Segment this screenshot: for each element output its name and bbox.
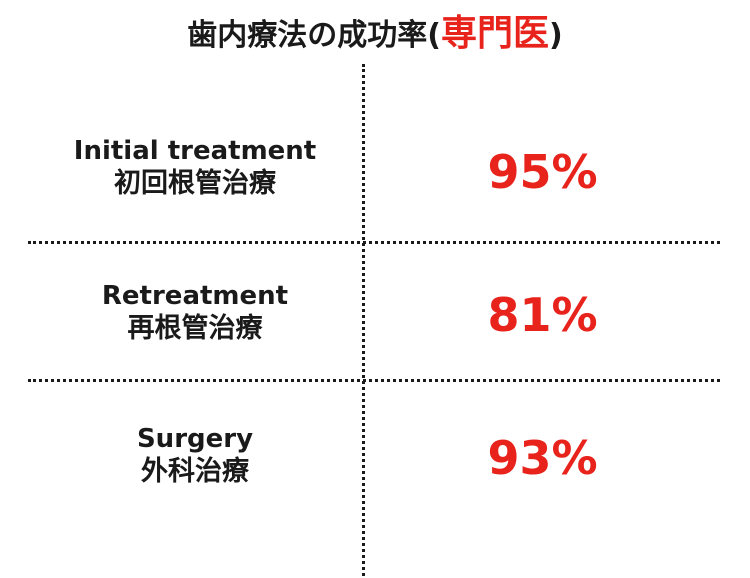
title-accent: 専門医 [440,13,549,54]
row-divider-2 [28,379,720,382]
row-divider-1 [28,241,720,244]
success-rate-retreatment: 81% [487,288,598,342]
row-label-retreatment: Retreatment 再根管治療 [28,280,362,346]
title-close: ) [549,18,563,53]
row-label-ja: 再根管治療 [127,313,263,344]
row-label-surgery: Surgery 外科治療 [28,423,362,489]
row-label-ja: 初回根管治療 [114,168,276,199]
row-label-en: Initial treatment [73,136,317,166]
success-rate-surgery: 93% [487,431,598,485]
row-label-ja: 外科治療 [141,456,249,487]
row-label-en: Surgery [136,424,254,454]
row-label-en: Retreatment [101,281,289,311]
vertical-divider [362,64,365,576]
page-title: 歯内療法の成功率(専門医) [0,14,750,56]
row-label-initial-treatment: Initial treatment 初回根管治療 [28,135,362,201]
success-rate-initial-treatment: 95% [487,145,598,199]
title-main: 歯内療法の成功率( [187,18,441,53]
